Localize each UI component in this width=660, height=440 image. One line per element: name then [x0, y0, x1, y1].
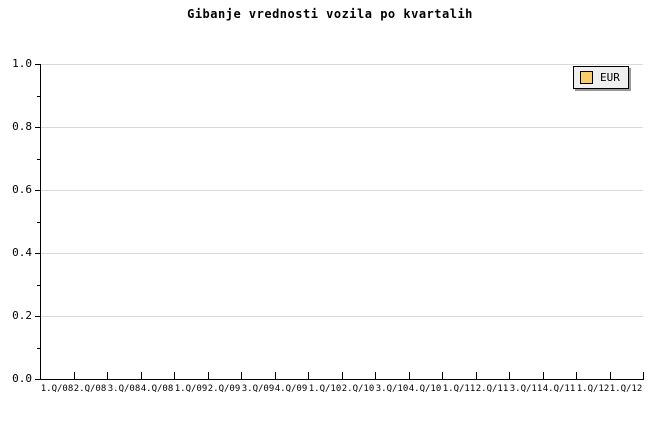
y-tick-major: [35, 127, 40, 128]
y-gridline: [41, 127, 643, 128]
chart-title: Gibanje vrednosti vozila po kvartalih: [187, 7, 473, 21]
y-tick-major: [35, 316, 40, 317]
y-tick-minor: [37, 285, 40, 286]
x-tick-label: 3.Q/11: [509, 384, 543, 394]
x-tick-label: 2.Q/08: [73, 384, 107, 394]
y-tick-label: 0.2: [12, 309, 32, 322]
x-tick: [409, 372, 410, 379]
y-gridline: [41, 64, 643, 65]
x-tick: [208, 372, 209, 379]
x-tick: [40, 372, 41, 379]
legend-label: EUR: [600, 71, 620, 84]
x-tick-label: 4.Q/09: [274, 384, 308, 394]
legend: EUR: [573, 66, 629, 89]
y-gridline: [41, 316, 643, 317]
x-tick-label: 3.Q/08: [107, 384, 141, 394]
legend-swatch-icon: [580, 71, 593, 84]
y-tick-label: 0.4: [12, 246, 32, 259]
x-tick: [476, 372, 477, 379]
x-tick: [275, 372, 276, 379]
y-tick-major: [35, 379, 40, 380]
x-tick: [442, 372, 443, 379]
y-tick-label: 0.0: [12, 372, 32, 385]
plot-area: 0.0 0.2 0.4 0.6 0.8 1.0 1.Q/08 2.Q/08 3.Q/08 4.Q/…: [12, 58, 644, 394]
x-tick: [174, 372, 175, 379]
x-tick: [543, 372, 544, 379]
x-tick-label: 1.Q/09: [174, 384, 208, 394]
x-tick: [643, 372, 644, 379]
x-tick-label: 1.Q/12: [576, 384, 610, 394]
x-tick: [576, 372, 577, 379]
x-tick-label: 3.Q/10: [375, 384, 409, 394]
y-tick-label: 1.0: [12, 57, 32, 70]
y-tick-major: [35, 190, 40, 191]
y-tick-label: 0.6: [12, 183, 32, 196]
x-tick-label: 1.Q/10: [308, 384, 342, 394]
y-tick-minor: [37, 222, 40, 223]
x-tick-label: 1.Q/08: [40, 384, 74, 394]
x-tick-label: 1.Q/11: [442, 384, 476, 394]
x-tick: [342, 372, 343, 379]
x-tick: [375, 372, 376, 379]
y-tick-minor: [37, 159, 40, 160]
x-tick-label: 2.Q/10: [341, 384, 375, 394]
x-tick-label: 4.Q/11: [542, 384, 576, 394]
x-tick: [509, 372, 510, 379]
x-tick: [308, 372, 309, 379]
x-axis-line: [40, 379, 644, 380]
x-tick-label: 2.Q/11: [475, 384, 509, 394]
x-tick: [107, 372, 108, 379]
x-tick-label: 4.Q/10: [408, 384, 442, 394]
x-tick: [610, 372, 611, 379]
x-tick-label: 4.Q/08: [140, 384, 174, 394]
y-tick-major: [35, 253, 40, 254]
x-tick-label: 2.Q/09: [207, 384, 241, 394]
x-tick: [241, 372, 242, 379]
y-gridline: [41, 253, 643, 254]
x-tick: [141, 372, 142, 379]
y-tick-minor: [37, 348, 40, 349]
x-tick-label: 1.Q/12: [609, 384, 643, 394]
y-axis-line: [40, 64, 41, 380]
y-tick-minor: [37, 96, 40, 97]
y-gridline: [41, 190, 643, 191]
y-tick-label: 0.8: [12, 120, 32, 133]
legend-entry: EUR: [580, 71, 620, 84]
x-tick-label: 3.Q/09: [241, 384, 275, 394]
y-tick-major: [35, 64, 40, 65]
x-tick: [74, 372, 75, 379]
